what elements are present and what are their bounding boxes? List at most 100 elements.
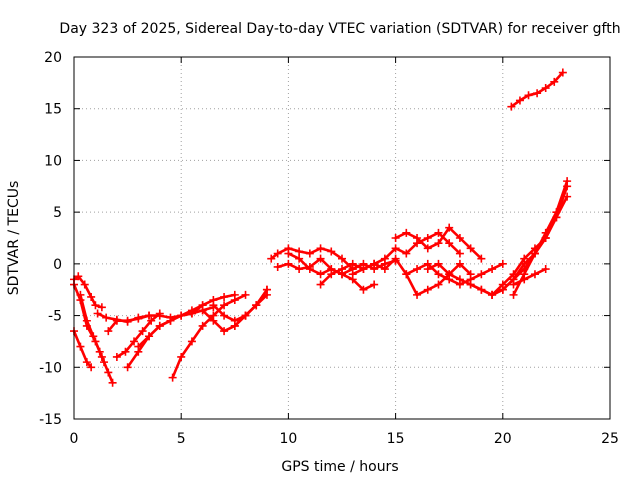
series-arc-12 — [209, 285, 271, 325]
data-point — [541, 265, 550, 274]
x-tick-label: 25 — [601, 431, 619, 447]
series-arc-26 — [509, 182, 572, 299]
data-point — [488, 265, 497, 274]
data-point — [434, 239, 443, 248]
data-point — [338, 265, 346, 274]
data-point — [370, 280, 379, 289]
data-point — [423, 285, 432, 294]
data-point — [423, 234, 432, 242]
data-point — [477, 285, 486, 294]
y-tick-label: -15 — [39, 412, 62, 428]
data-point — [147, 316, 156, 325]
data-point — [220, 292, 229, 301]
data-point — [104, 327, 113, 336]
data-point — [134, 342, 143, 351]
series-arc-3 — [70, 327, 96, 372]
data-point — [391, 244, 400, 253]
data-point — [498, 285, 507, 294]
data-point — [155, 321, 164, 330]
data-point — [541, 84, 550, 93]
series-arc-1 — [70, 272, 106, 312]
data-point — [138, 327, 147, 336]
data-series — [70, 68, 572, 387]
series-arc-4 — [76, 290, 109, 367]
data-point — [541, 234, 550, 242]
data-point — [423, 244, 432, 253]
data-point — [220, 301, 229, 310]
data-point — [89, 332, 98, 341]
y-tick-label: -5 — [48, 309, 62, 325]
data-point — [155, 309, 164, 318]
data-point — [509, 290, 518, 299]
data-point — [102, 313, 111, 322]
data-point — [145, 332, 154, 341]
data-point — [230, 321, 239, 330]
data-point — [455, 249, 464, 258]
data-point — [402, 270, 411, 279]
series-arc-23 — [466, 234, 550, 299]
data-point — [104, 368, 113, 377]
data-point — [423, 265, 432, 274]
data-point — [230, 296, 239, 305]
data-point — [168, 373, 177, 382]
data-point — [359, 265, 368, 274]
series-line — [107, 305, 215, 333]
data-point — [262, 285, 271, 294]
data-point — [524, 91, 533, 100]
data-point — [123, 316, 132, 325]
data-point — [76, 342, 85, 351]
data-point — [391, 254, 400, 263]
data-point — [80, 280, 89, 289]
data-point — [434, 259, 443, 268]
y-tick-label: 10 — [44, 153, 62, 169]
x-tick-label: 0 — [70, 431, 79, 447]
data-point — [455, 234, 464, 242]
data-point — [530, 270, 539, 279]
data-point — [130, 337, 139, 346]
data-point — [466, 244, 475, 253]
data-point — [284, 259, 293, 268]
data-point — [273, 249, 282, 258]
data-point — [295, 265, 304, 274]
data-point — [507, 102, 516, 111]
data-point — [509, 280, 518, 289]
series-line — [404, 262, 505, 286]
data-point — [515, 96, 524, 105]
data-point — [530, 249, 539, 258]
data-point — [434, 270, 443, 279]
series-line — [372, 257, 472, 297]
x-tick-label: 5 — [177, 431, 186, 447]
series-arc-9 — [134, 290, 239, 351]
data-point — [413, 234, 422, 242]
data-point — [273, 262, 282, 271]
data-point — [520, 259, 529, 268]
y-axis: -15 -10 -5 0 5 10 15 20 — [39, 50, 610, 428]
data-point — [413, 290, 422, 299]
data-point — [563, 182, 572, 191]
series-line — [137, 293, 237, 348]
series-line — [512, 185, 569, 297]
data-point — [550, 77, 559, 86]
data-point — [295, 254, 304, 263]
data-point — [488, 290, 497, 299]
data-point — [316, 254, 325, 263]
data-point — [209, 301, 218, 310]
data-point — [220, 311, 229, 320]
data-point — [402, 249, 411, 258]
series-arc-13 — [230, 285, 271, 330]
data-point — [477, 254, 486, 263]
data-point — [93, 309, 102, 318]
y-tick-label: 5 — [53, 205, 62, 221]
data-point — [267, 254, 276, 263]
data-point — [455, 275, 464, 284]
data-point — [220, 327, 229, 336]
data-point — [348, 259, 357, 268]
data-point — [445, 270, 454, 279]
data-point — [295, 247, 304, 256]
data-point — [145, 311, 154, 320]
data-point — [327, 247, 336, 256]
data-point — [552, 213, 561, 222]
data-point — [76, 290, 85, 299]
y-axis-label: SDTVAR / TECUs — [6, 181, 22, 296]
